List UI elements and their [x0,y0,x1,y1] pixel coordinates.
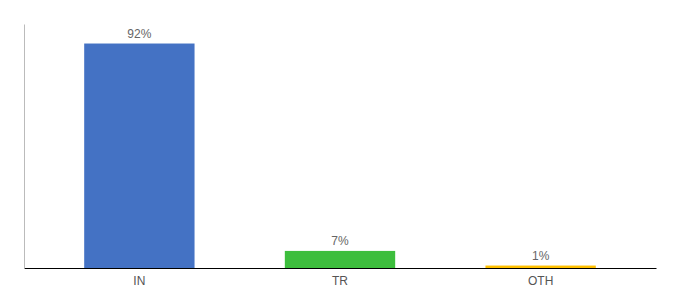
x-axis: IN TR OTH [25,268,657,288]
bars [84,44,596,268]
data-label: 92% [127,27,151,41]
x-tick: TR [332,268,348,288]
bar [84,44,194,268]
y-axis [24,25,25,269]
x-tick-label: OTH [528,274,553,288]
chart: IN TR OTH 92% 7% 1% [0,0,680,300]
x-tick-label: TR [332,274,348,288]
data-labels: 92% 7% 1% [127,27,549,263]
data-label: 1% [532,249,550,263]
x-tick: IN [133,268,145,288]
x-axis-line [25,268,657,269]
x-tick-label: IN [133,274,145,288]
bar [285,251,395,268]
plot: IN TR OTH 92% 7% 1% [25,25,657,288]
data-label: 7% [331,234,349,248]
bar [485,266,595,268]
x-tick: OTH [528,268,553,288]
y-axis-line [24,25,25,269]
